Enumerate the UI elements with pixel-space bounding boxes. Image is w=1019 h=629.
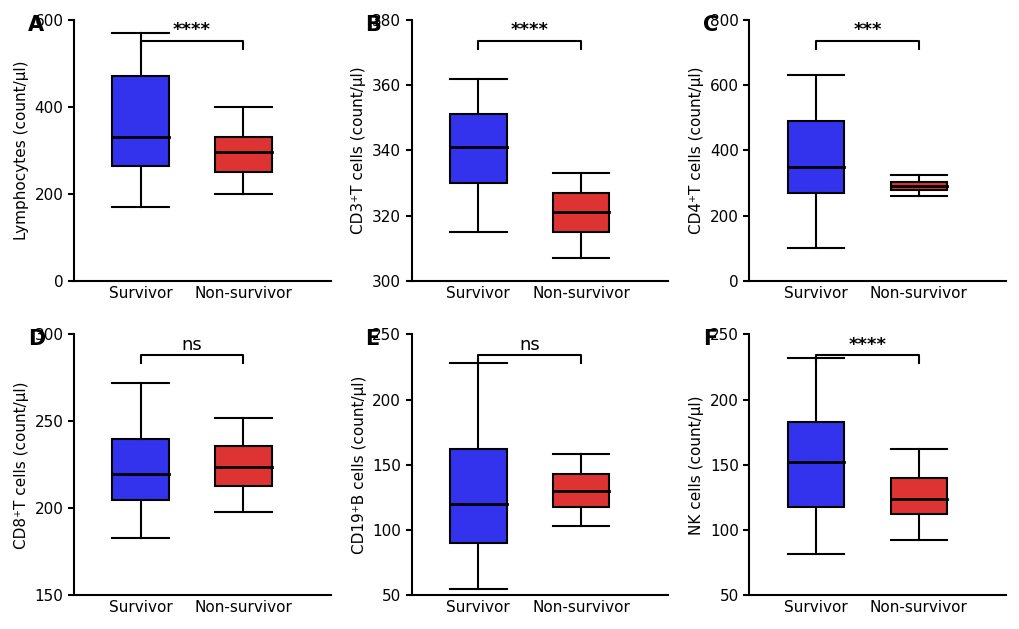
Text: ns: ns	[181, 336, 202, 354]
Y-axis label: CD19⁺B cells (count/μl): CD19⁺B cells (count/μl)	[352, 376, 367, 554]
Text: A: A	[28, 14, 44, 35]
Text: C: C	[702, 14, 717, 35]
Y-axis label: CD4⁺T cells (count/μl): CD4⁺T cells (count/μl)	[689, 67, 704, 234]
Bar	[552, 474, 608, 506]
Bar	[449, 114, 506, 183]
Bar	[890, 182, 946, 190]
Text: ***: ***	[852, 21, 880, 40]
Text: ****: ****	[511, 21, 548, 40]
Bar	[890, 478, 946, 515]
Bar	[112, 76, 169, 165]
Y-axis label: NK cells (count/μl): NK cells (count/μl)	[689, 395, 704, 535]
Y-axis label: CD8⁺T cells (count/μl): CD8⁺T cells (count/μl)	[14, 381, 29, 548]
Text: ****: ****	[173, 21, 211, 40]
Bar	[552, 192, 608, 232]
Y-axis label: Lymphocytes (count/μl): Lymphocytes (count/μl)	[14, 60, 29, 240]
Text: F: F	[702, 329, 716, 349]
Bar	[449, 449, 506, 543]
Bar	[787, 121, 844, 192]
Text: ****: ****	[848, 336, 886, 354]
Text: B: B	[365, 14, 381, 35]
Bar	[787, 422, 844, 506]
Text: ns: ns	[519, 336, 539, 354]
Text: E: E	[365, 329, 379, 349]
Bar	[215, 137, 271, 172]
Y-axis label: CD3⁺T cells (count/μl): CD3⁺T cells (count/μl)	[352, 67, 366, 234]
Bar	[215, 446, 271, 486]
Bar	[112, 439, 169, 499]
Text: D: D	[28, 329, 45, 349]
